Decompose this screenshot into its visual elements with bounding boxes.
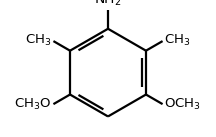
Text: NH$_2$: NH$_2$ xyxy=(94,0,122,8)
Text: CH$_3$O: CH$_3$O xyxy=(14,97,52,112)
Text: CH$_3$: CH$_3$ xyxy=(25,33,52,48)
Text: OCH$_3$: OCH$_3$ xyxy=(164,97,201,112)
Text: CH$_3$: CH$_3$ xyxy=(164,33,191,48)
